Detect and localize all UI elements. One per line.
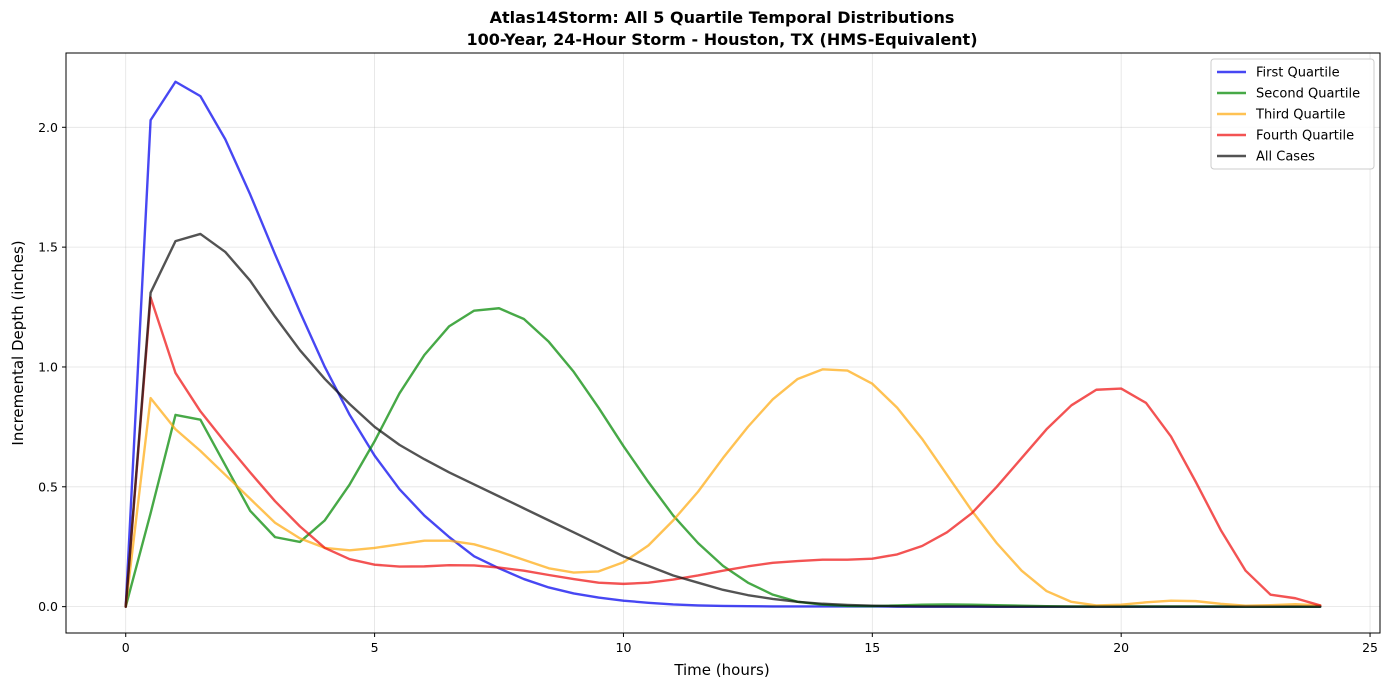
legend: First Quartile Second Quartile Third Quart… [1210,58,1375,170]
legend-label-0: First Quartile [1256,66,1340,81]
series-line-4 [124,232,1322,608]
chart-subtitle: 100-Year, 24-Hour Storm - Houston, TX (H… [466,30,977,49]
y-axis-ticks: 0.0 0.5 1.0 1.5 2.0 [38,120,66,614]
legend-frame [1210,58,1375,170]
x-tick-label: 0 [122,640,130,655]
x-tick-label: 20 [1113,640,1129,655]
x-axis-label: Time (hours) [673,661,769,679]
plot-lines [124,80,1322,608]
x-tick-label: 15 [864,640,880,655]
legend-label-3: Fourth Quartile [1256,129,1354,144]
grid [66,53,1380,633]
y-tick-label: 1.0 [38,359,58,374]
plot-frame [65,52,1381,634]
x-axis-ticks: 0 5 10 15 20 25 [122,633,1378,655]
x-tick-label: 5 [371,640,379,655]
y-tick-label: 2.0 [38,120,58,135]
x-tick-label: 10 [616,640,632,655]
y-tick-label: 0.0 [38,599,58,614]
legend-label-1: Second Quartile [1256,87,1360,102]
series-line-0 [124,80,1322,608]
y-tick-label: 0.5 [38,479,58,494]
y-tick-label: 1.5 [38,240,58,255]
x-tick-label: 25 [1362,640,1378,655]
legend-label-2: Third Quartile [1255,108,1345,123]
series-line-3 [124,296,1322,608]
legend-label-4: All Cases [1256,150,1315,165]
y-axis-label: Incremental Depth (inches) [9,240,27,445]
chart-title: Atlas14Storm: All 5 Quartile Temporal Di… [490,8,955,27]
